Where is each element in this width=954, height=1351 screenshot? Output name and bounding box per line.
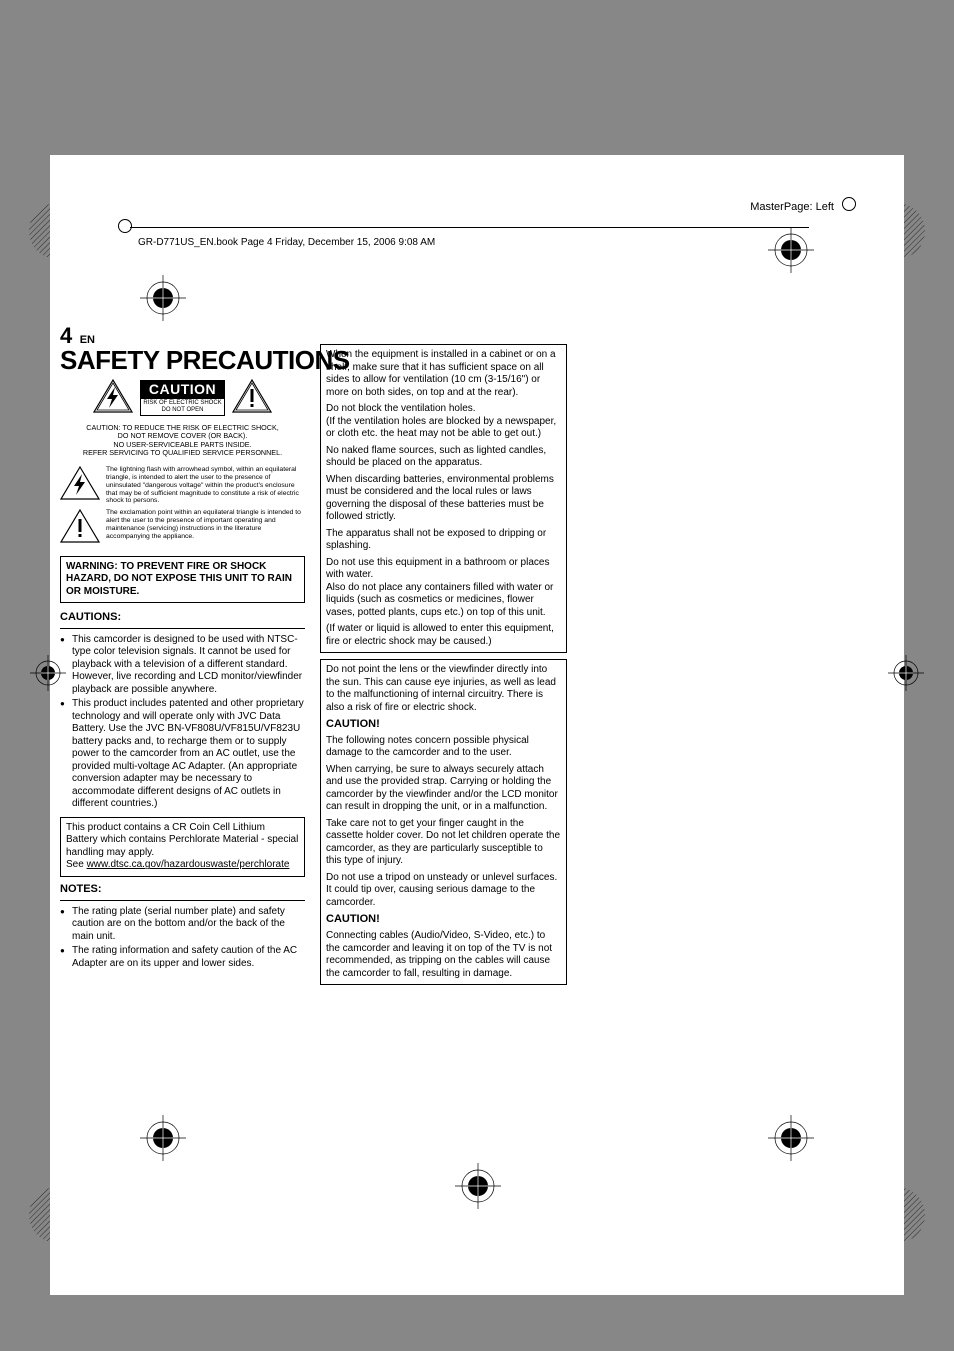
perchlorate-body: This product contains a CR Coin Cell Lit… xyxy=(66,822,298,858)
rb2-p: Do not use a tripod on unsteady or unlev… xyxy=(326,872,561,910)
perchlorate-link: www.dtsc.ca.gov/hazardouswaste/perchlora… xyxy=(87,859,290,870)
header-path: GR-D771US_EN.book Page 4 Friday, Decembe… xyxy=(138,237,435,248)
rb1-p: The apparatus shall not be exposed to dr… xyxy=(326,528,561,553)
reg-mark-bc xyxy=(455,1163,501,1209)
page: MasterPage: Left GR-D771US_EN.book Page … xyxy=(50,155,904,1295)
caution-sub: RISK OF ELECTRIC SHOCK DO NOT OPEN xyxy=(141,399,224,415)
rb1-p: When the equipment is installed in a cab… xyxy=(326,349,561,399)
rb1-p: No naked flame sources, such as lighted … xyxy=(326,445,561,470)
symbol-excl-text: The exclamation point within an equilate… xyxy=(106,509,305,540)
right-box-1: When the equipment is installed in a cab… xyxy=(320,344,567,653)
rb2-p: When carrying, be sure to always securel… xyxy=(326,764,561,814)
cautions-heading: CAUTIONS: xyxy=(60,611,305,625)
bolt-triangle-small-icon xyxy=(60,466,100,505)
rb2-p: The following notes concern possible phy… xyxy=(326,735,561,760)
header-circle-left xyxy=(118,219,132,233)
crosshair-mr xyxy=(888,655,924,691)
reg-mark-bl xyxy=(140,1115,186,1161)
rb2-h2: CAUTION! xyxy=(326,913,561,927)
rb1-p: Do not block the ventilation holes. xyxy=(326,403,561,416)
warning-box: WARNING: TO PREVENT FIRE OR SHOCK HAZARD… xyxy=(60,556,305,604)
cautions-list: This camcorder is designed to be used wi… xyxy=(60,634,305,811)
caution-bar: CAUTION xyxy=(141,381,224,399)
caution-label: CAUTION RISK OF ELECTRIC SHOCK DO NOT OP… xyxy=(140,380,225,416)
caution-graphic: CAUTION RISK OF ELECTRIC SHOCK DO NOT OP… xyxy=(60,379,305,418)
reg-mark-tr xyxy=(768,227,814,273)
rb2-p: Connecting cables (Audio/Video, S-Video,… xyxy=(326,930,561,980)
symbol-bolt-row: The lightning flash with arrowhead symbo… xyxy=(60,466,305,505)
symbol-bolt-text: The lightning flash with arrowhead symbo… xyxy=(106,466,305,505)
cautions-item: This product includes patented and other… xyxy=(60,698,305,811)
right-box-2: Do not point the lens or the viewfinder … xyxy=(320,659,567,985)
rb2-h1: CAUTION! xyxy=(326,718,561,732)
caution-text: CAUTION: TO REDUCE THE RISK OF ELECTRIC … xyxy=(60,424,305,459)
header-rule xyxy=(130,227,809,228)
cautions-rule xyxy=(60,628,305,629)
reg-mark-br xyxy=(768,1115,814,1161)
rb1-p: Do not use this equipment in a bathroom … xyxy=(326,557,561,582)
notes-item: The rating plate (serial number plate) a… xyxy=(60,906,305,944)
perchlorate-box: This product contains a CR Coin Cell Lit… xyxy=(60,817,305,877)
notes-heading: NOTES: xyxy=(60,883,305,897)
symbol-excl-row: The exclamation point within an equilate… xyxy=(60,509,305,548)
notes-rule xyxy=(60,900,305,901)
page-title: SAFETY PRECAUTIONS xyxy=(60,345,350,376)
rb1-p: Also do not place any containers filled … xyxy=(326,582,561,620)
reg-mark-tl xyxy=(140,275,186,321)
excl-triangle-icon xyxy=(232,379,272,418)
rb1-p: (If the ventilation holes are blocked by… xyxy=(326,416,561,441)
rb2-p: Do not point the lens or the viewfinder … xyxy=(326,664,561,714)
cautions-item: This camcorder is designed to be used wi… xyxy=(60,634,305,697)
right-column: When the equipment is installed in a cab… xyxy=(320,338,567,991)
notes-item: The rating information and safety cautio… xyxy=(60,945,305,970)
bolt-triangle-icon xyxy=(93,379,133,418)
perchlorate-see: See xyxy=(66,859,87,870)
left-column: CAUTION RISK OF ELECTRIC SHOCK DO NOT OP… xyxy=(60,375,305,972)
rb1-p: (If water or liquid is allowed to enter … xyxy=(326,623,561,648)
notes-list: The rating plate (serial number plate) a… xyxy=(60,906,305,971)
rb2-p: Take care not to get your finger caught … xyxy=(326,818,561,868)
masterpage-label: MasterPage: Left xyxy=(750,201,834,213)
header-circle-right xyxy=(842,197,856,211)
rb1-p: When discarding batteries, environmental… xyxy=(326,474,561,524)
excl-triangle-small-icon xyxy=(60,509,100,548)
